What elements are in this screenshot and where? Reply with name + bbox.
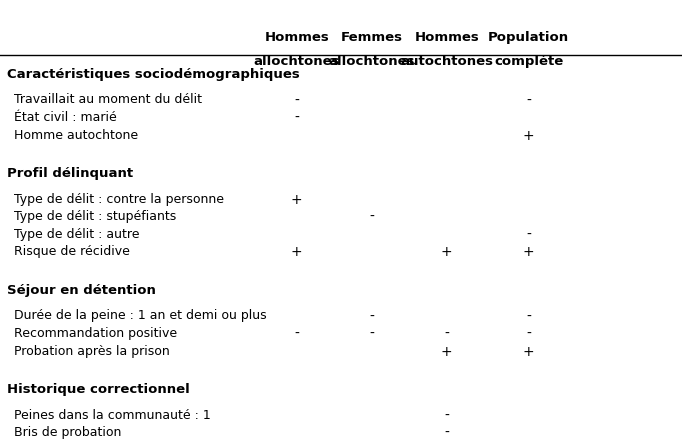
Text: Population: Population [488,31,569,44]
Text: -: - [369,309,374,323]
Text: +: + [522,128,535,143]
Text: +: + [291,193,303,207]
Text: autochtones: autochtones [400,55,493,68]
Text: Hommes: Hommes [265,31,329,44]
Text: Risque de récidive: Risque de récidive [14,245,130,258]
Text: Recommandation positive: Recommandation positive [14,327,177,340]
Text: Travaillait au moment du délit: Travaillait au moment du délit [14,93,202,106]
Text: +: + [291,245,303,259]
Text: -: - [369,327,374,341]
Text: Femmes: Femmes [341,31,402,44]
Text: Homme autochtone: Homme autochtone [14,128,138,142]
Text: -: - [294,93,299,108]
Text: Hommes: Hommes [415,31,479,44]
Text: État civil : marié: État civil : marié [14,111,117,124]
Text: Profil délinquant: Profil délinquant [7,167,133,180]
Text: allochtones: allochtones [329,55,415,68]
Text: +: + [441,245,453,259]
Text: complète: complète [494,55,563,68]
Text: -: - [526,93,531,108]
Text: -: - [294,327,299,341]
Text: -: - [444,327,449,341]
Text: +: + [522,245,535,259]
Text: -: - [526,327,531,341]
Text: Peines dans la communauté : 1: Peines dans la communauté : 1 [14,408,210,422]
Text: -: - [369,210,374,224]
Text: Type de délit : stupéfiants: Type de délit : stupéfiants [14,210,176,223]
Text: -: - [526,309,531,323]
Text: -: - [444,426,449,440]
Text: -: - [444,408,449,423]
Text: Caractéristiques sociodémographiques: Caractéristiques sociodémographiques [7,68,299,81]
Text: Durée de la peine : 1 an et demi ou plus: Durée de la peine : 1 an et demi ou plus [14,309,266,323]
Text: +: + [441,345,453,358]
Text: allochtones: allochtones [254,55,340,68]
Text: +: + [522,345,535,358]
Text: Bris de probation: Bris de probation [14,426,121,439]
Text: Probation après la prison: Probation après la prison [14,345,169,358]
Text: Type de délit : contre la personne: Type de délit : contre la personne [14,193,224,206]
Text: Séjour en détention: Séjour en détention [7,284,155,297]
Text: Historique correctionnel: Historique correctionnel [7,383,190,396]
Text: -: - [526,228,531,242]
Text: Type de délit : autre: Type de délit : autre [14,228,139,241]
Text: -: - [294,111,299,125]
